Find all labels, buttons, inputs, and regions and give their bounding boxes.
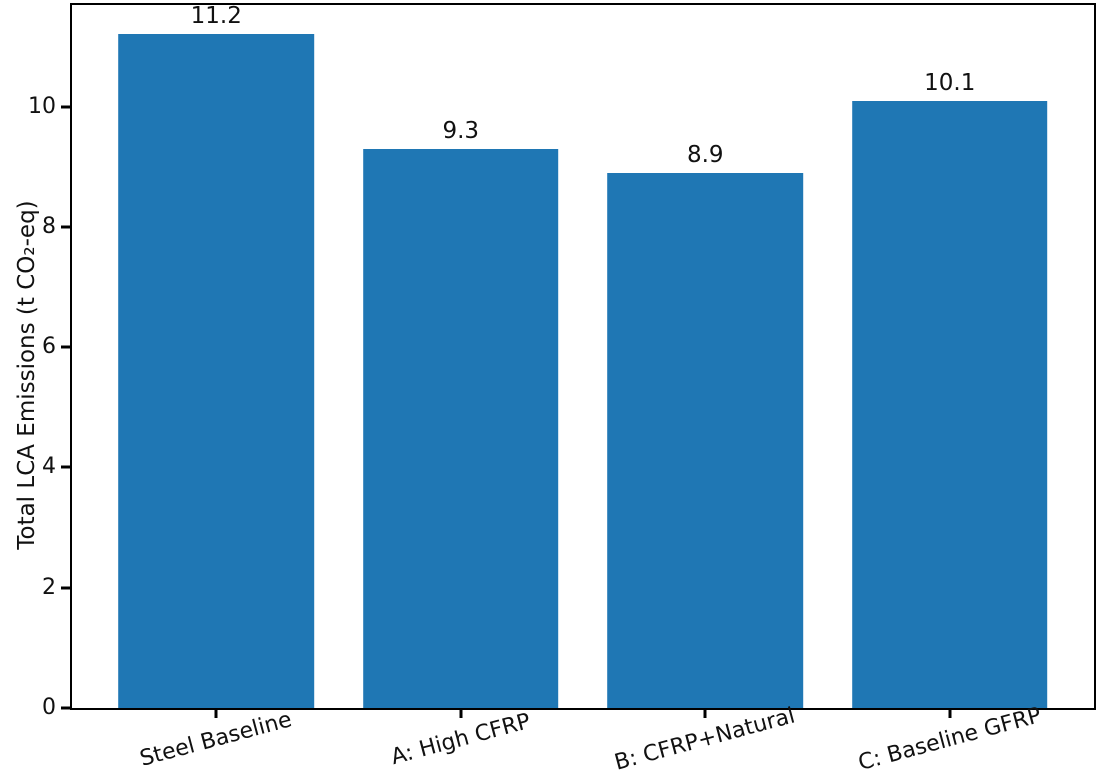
y-tick-mark (61, 345, 70, 349)
bar-value-label: 9.3 (442, 117, 480, 144)
x-tick-mark (214, 710, 218, 718)
y-tick-label: 0 (42, 695, 56, 720)
y-tick-label: 10 (28, 93, 56, 119)
y-tick-mark (61, 225, 70, 229)
y-tick-mark (61, 465, 70, 469)
bar (362, 148, 559, 708)
x-tick-label: A: High CFRP (388, 708, 534, 771)
x-tick-mark (459, 710, 463, 718)
y-tick-label: 6 (42, 334, 56, 360)
bar-value-label: 10.1 (924, 69, 976, 96)
y-tick-mark (61, 586, 70, 590)
y-tick-label: 4 (42, 454, 56, 480)
bar-value-label: 11.2 (190, 3, 242, 30)
y-tick-label: 8 (42, 213, 56, 239)
x-tick-mark (703, 710, 707, 718)
x-tick-mark (948, 710, 952, 718)
bar (118, 34, 315, 708)
x-tick-label: Steel Baseline (137, 707, 295, 772)
bar-value-label: 8.9 (686, 141, 724, 168)
y-tick-mark (61, 105, 70, 109)
bar (851, 100, 1048, 708)
y-tick-mark (61, 706, 70, 710)
bar (607, 172, 804, 708)
y-tick-label: 2 (42, 574, 56, 600)
plot-area: 0 2 4 6 8 10 11.2 Steel Baseline 9.3 A: High CFRP… (28, 3, 1096, 774)
y-axis-label: Total LCA Emissions (t CO₂-eq) (14, 200, 40, 550)
